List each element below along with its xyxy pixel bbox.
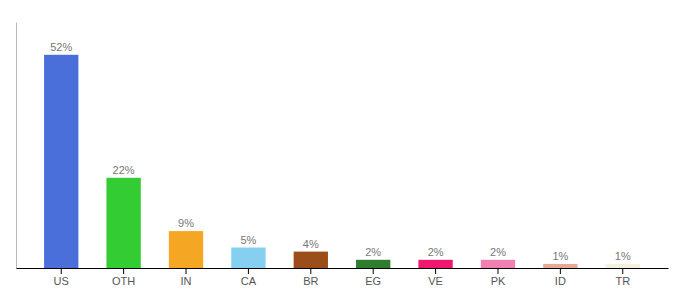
x-tick: TR: [615, 268, 630, 287]
x-tick-label: EG: [365, 275, 381, 287]
x-tick: EG: [365, 268, 381, 287]
x-tick: US: [54, 268, 69, 287]
x-tick-label: PK: [491, 275, 506, 287]
x-tick-label: TR: [615, 275, 630, 287]
bar: [231, 248, 265, 269]
x-tick: IN: [181, 268, 192, 287]
data-label: 1%: [552, 250, 568, 262]
x-tick-mark: [622, 268, 623, 274]
data-label: 2%: [490, 246, 506, 258]
bars: [44, 55, 640, 268]
data-label: 5%: [240, 234, 256, 246]
x-tick-mark: [123, 268, 124, 274]
x-tick-mark: [560, 268, 561, 274]
bar: [606, 264, 640, 268]
bar: [481, 260, 515, 268]
bar: [294, 252, 328, 268]
data-label: 22%: [113, 164, 135, 176]
x-tick: PK: [491, 268, 506, 287]
x-tick-label: CA: [241, 275, 257, 287]
x-tick: ID: [555, 268, 566, 287]
x-tick-mark: [435, 268, 436, 274]
x-tick-label: VE: [428, 275, 443, 287]
x-tick-mark: [373, 268, 374, 274]
bar: [543, 264, 577, 268]
data-label: 2%: [428, 246, 444, 258]
x-tick-label: BR: [303, 275, 318, 287]
data-label: 9%: [178, 217, 194, 229]
x-tick-mark: [186, 268, 187, 274]
x-axis: US OTH IN CA BR EG VE PK ID TR: [17, 268, 669, 287]
x-tick: CA: [241, 268, 257, 287]
x-tick-mark: [497, 268, 498, 274]
x-tick-mark: [248, 268, 249, 274]
data-label: 2%: [365, 246, 381, 258]
x-tick-label: US: [54, 275, 69, 287]
x-tick: OTH: [112, 268, 135, 287]
bar: [106, 178, 140, 268]
x-tick-mark: [310, 268, 311, 274]
x-tick: VE: [428, 268, 443, 287]
bar: [44, 55, 78, 268]
x-tick-mark: [61, 268, 62, 274]
data-label: 4%: [303, 238, 319, 250]
y-axis: [16, 23, 17, 269]
x-tick: BR: [303, 268, 318, 287]
x-tick-label: OTH: [112, 275, 135, 287]
y-axis-line: [16, 23, 17, 269]
chart: US OTH IN CA BR EG VE PK ID TR 52% 22% 9% 5% 4% 2% 2% 2% 1…: [0, 0, 680, 300]
data-labels: 52% 22% 9% 5% 4% 2% 2% 2% 1% 1%: [50, 41, 631, 262]
x-tick-label: ID: [555, 275, 566, 287]
bar: [418, 260, 452, 268]
data-label: 1%: [615, 250, 631, 262]
bar: [169, 231, 203, 268]
bar: [356, 260, 390, 268]
data-label: 52%: [50, 41, 72, 53]
x-axis-line: [17, 268, 669, 269]
plot: US OTH IN CA BR EG VE PK ID TR 52% 22% 9% 5% 4% 2% 2% 2% 1…: [17, 23, 669, 287]
x-tick-label: IN: [181, 275, 192, 287]
